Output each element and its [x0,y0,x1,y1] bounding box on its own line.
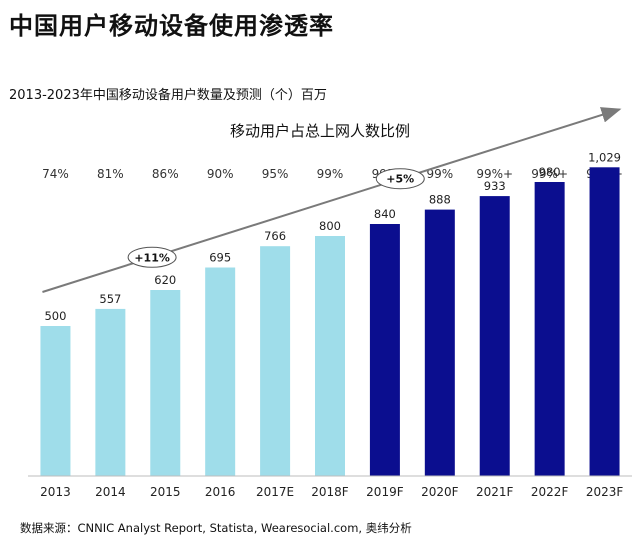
source-note: 数据来源：CNNIC Analyst Report, Statista, Wea… [20,521,412,535]
penetration-label: 86% [152,167,179,181]
page-title: 中国用户移动设备使用渗透率 [9,12,334,40]
bar [205,267,236,476]
bar [150,290,181,476]
bar [260,246,291,476]
x-tick-label: 2019F [366,485,404,499]
growth-label: +11% [134,251,170,264]
growth-bubble [375,168,425,190]
bar-value-label: 500 [44,309,66,323]
bar-value-label: 557 [99,292,121,306]
bar [534,182,565,476]
growth-bubble [127,246,177,268]
bar-value-label: 766 [264,229,286,243]
x-tick-label: 2015 [150,485,181,499]
penetration-label: 99% [317,167,344,181]
x-tick-label: 2017E [256,485,294,499]
x-tick-label: 2018F [311,485,349,499]
x-tick-label: 2016 [205,485,236,499]
bar-value-label: 1,029 [588,150,621,164]
x-tick-label: 2014 [95,485,126,499]
growth-label: +5% [386,173,414,186]
bar-value-label: 695 [209,251,231,265]
bar-value-label: 800 [319,219,341,233]
bar [589,167,620,477]
bar [479,196,510,476]
bar-value-label: 888 [429,193,451,207]
bar [424,209,455,476]
bar-value-label: 620 [154,273,176,287]
bar [40,326,71,476]
x-tick-label: 2022F [531,485,569,499]
penetration-label: 90% [207,167,234,181]
penetration-label: 99%+ [531,167,568,181]
bar [369,224,400,476]
penetration-label: 81% [97,167,124,181]
x-tick-label: 2013 [40,485,71,499]
x-tick-label: 2020F [421,485,459,499]
bar-value-label: 980 [539,165,561,179]
chart-title: 移动用户占总上网人数比例 [229,122,410,140]
bar [95,308,126,476]
bar [315,236,345,476]
penetration-label: 99%+ [476,167,513,181]
bar-value-label: 840 [374,207,396,221]
penetration-label: 99% [426,167,453,181]
x-tick-label: 2023F [586,485,624,499]
x-tick-label: 2021F [476,485,514,499]
penetration-label: 95% [262,167,289,181]
bar-value-label: 933 [484,179,506,193]
chart-subtitle: 2013-2023年中国移动设备用户数量及预测（个）百万 [9,88,327,103]
penetration-label: 74% [42,167,69,181]
